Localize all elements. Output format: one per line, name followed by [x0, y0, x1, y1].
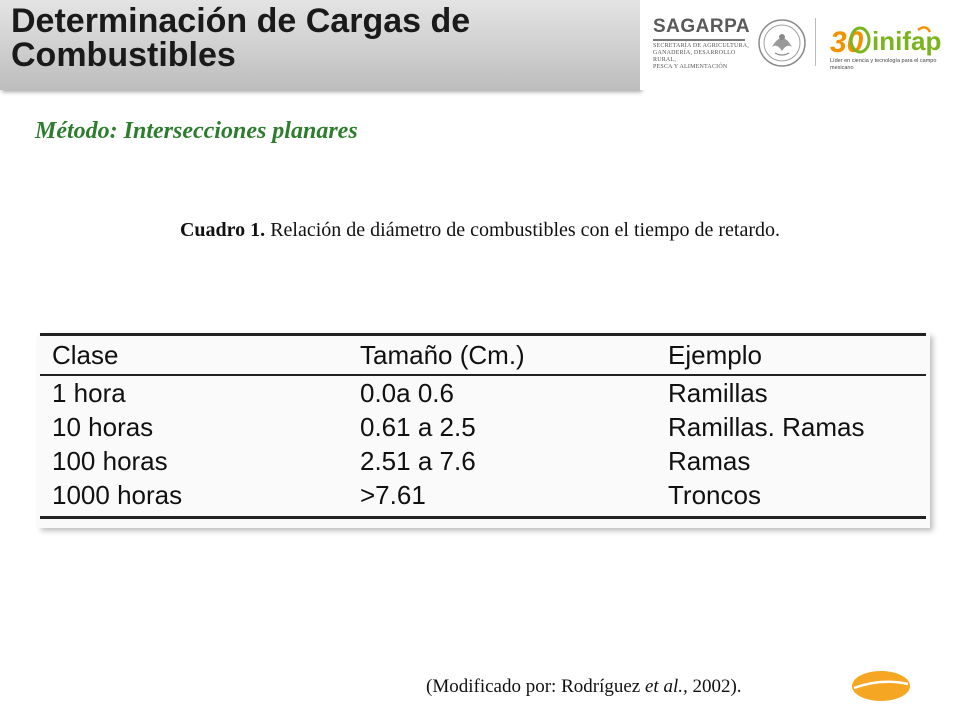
header-ejemplo: Ejemplo	[656, 334, 926, 376]
table-row: 1000 horas >7.61 Troncos	[40, 478, 926, 518]
source-citation: (Modificado por: Rodríguez et al., 2002)…	[426, 676, 742, 698]
inifap-name: inifap	[872, 26, 941, 56]
mexico-seal-icon	[758, 19, 806, 67]
table-caption-label: Cuadro 1.	[179, 219, 266, 241]
title-band: Determinación de Cargas de Combustibles	[0, 0, 640, 90]
table-caption: Cuadro 1. Relación de diámetro de combus…	[0, 219, 960, 242]
logo-bar: SAGARPA SECRETARÍA DE AGRICULTURA, GANAD…	[640, 0, 960, 90]
cell-tamano: 2.51 a 7.6	[360, 446, 476, 476]
logo-divider	[815, 18, 816, 66]
inifap-tagline: Líder en ciencia y tecnología para el ca…	[830, 58, 937, 71]
sagarpa-rule	[653, 39, 745, 41]
source-suffix: 2002).	[687, 676, 742, 697]
inifap-logo: 30 inifap	[830, 26, 941, 59]
table-header-row: Clase Tamaño (Cm.) Ejemplo	[40, 334, 926, 376]
source-et-al: et al.,	[644, 676, 688, 697]
table-row: 1 hora 0.0a 0.6 Ramillas	[40, 375, 926, 410]
cell-ejemplo: Troncos	[668, 480, 761, 510]
cell-tamano: 0.61 a 2.5	[360, 412, 476, 442]
page-title: Determinación de Cargas de Combustibles	[11, 4, 631, 72]
header-clase: Clase	[40, 334, 348, 376]
fuel-table-box: Clase Tamaño (Cm.) Ejemplo 1 hora 0.0a 0…	[38, 333, 930, 528]
sagarpa-name: SAGARPA	[653, 16, 751, 37]
method-subtitle: Método: Intersecciones planares	[35, 118, 358, 144]
page-title-line2: Combustibles	[11, 36, 236, 74]
cell-clase: 1000 horas	[52, 480, 183, 510]
header-tamano: Tamaño (Cm.)	[348, 334, 656, 376]
sagarpa-logo: SAGARPA SECRETARÍA DE AGRICULTURA, GANAD…	[653, 17, 753, 71]
cell-tamano: >7.61	[360, 480, 426, 510]
cell-clase: 1 hora	[52, 378, 126, 408]
sagarpa-sub-1: SECRETARÍA DE AGRICULTURA,	[653, 43, 750, 49]
cell-clase: 10 horas	[52, 412, 154, 442]
fuel-timelag-table: Clase Tamaño (Cm.) Ejemplo 1 hora 0.0a 0…	[40, 333, 926, 519]
page-badge-icon	[852, 671, 910, 701]
table-row: 10 horas 0.61 a 2.5 Ramillas. Ramas	[40, 410, 926, 444]
table-row: 100 horas 2.51 a 7.6 Ramas	[40, 444, 926, 478]
page-title-line1: Determinación de Cargas de	[11, 2, 471, 40]
table-caption-text: Relación de diámetro de combustibles con…	[265, 219, 781, 241]
inifap-anniversary-number: 30	[830, 26, 864, 59]
cell-clase: 100 horas	[52, 446, 168, 476]
sagarpa-sub-3: PESCA Y ALIMENTACIÓN	[653, 64, 728, 70]
cell-ejemplo: Ramillas	[668, 378, 768, 408]
cell-ejemplo: Ramillas. Ramas	[668, 412, 865, 442]
cell-ejemplo: Ramas	[668, 446, 751, 476]
cell-tamano: 0.0a 0.6	[360, 378, 454, 408]
sagarpa-sub-2: GANADERÍA, DESARROLLO RURAL,	[653, 50, 736, 63]
source-prefix: (Modificado por: Rodríguez	[426, 676, 645, 697]
